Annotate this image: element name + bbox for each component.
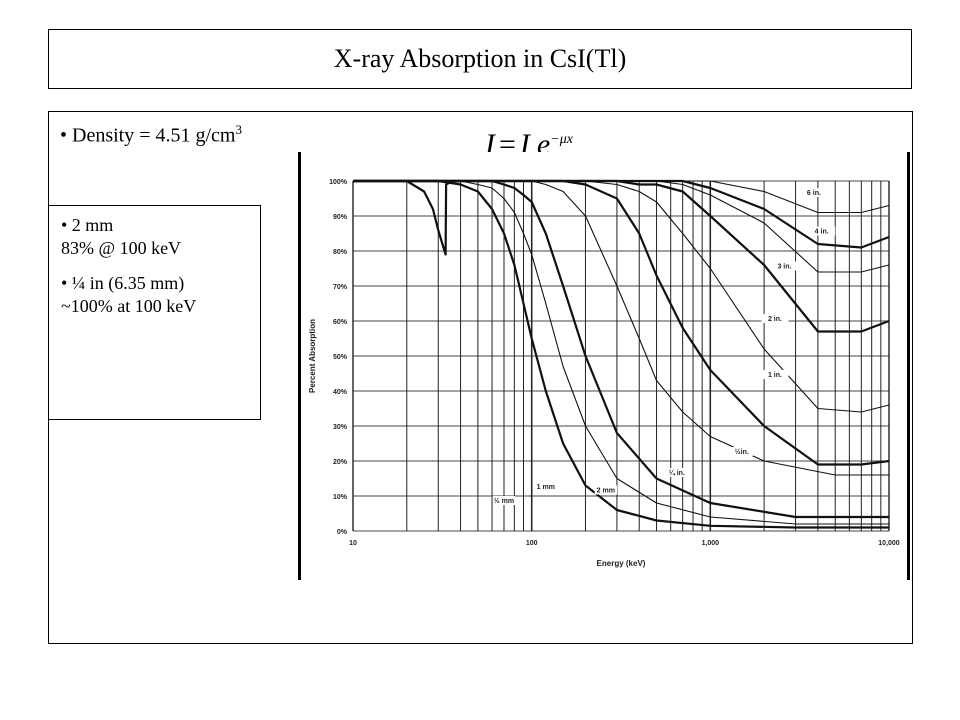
- series-label-bg: [761, 314, 789, 323]
- series-label-bg: [770, 261, 798, 271]
- series-label: 1 mm: [537, 484, 555, 491]
- series-curve: [353, 180, 889, 525]
- series-label: ¼ in.: [669, 469, 685, 477]
- note-item: • 2 mm 83% @ 100 keV: [61, 214, 260, 260]
- x-tick-label: 10,000: [878, 540, 900, 547]
- density-label: • Density = 4.51 g/cm: [60, 124, 236, 147]
- series-label-bg: [808, 226, 836, 236]
- chart-labels: 0% 10% 20% 30% 40% 50% 60% 70% 80% 90% 100% 10 100 1,…: [308, 179, 900, 568]
- note-quarter-in-value: ~100% at 100 keV: [61, 296, 197, 316]
- series-label: 4 in.: [815, 229, 829, 236]
- series-label-bg: [730, 447, 753, 456]
- notes-box: • 2 mm 83% @ 100 keV • ¼ in (6.35 mm) ~1…: [48, 205, 261, 420]
- note-item: • ¼ in (6.35 mm) ~100% at 100 keV: [61, 272, 260, 318]
- series-curve: [353, 179, 890, 333]
- series-curve: [353, 180, 889, 476]
- y-tick-label: 80%: [333, 249, 348, 256]
- y-tick-label: 10%: [333, 494, 348, 501]
- y-tick-label: 100%: [329, 179, 348, 186]
- note-2mm-value: 83% @ 100 keV: [61, 238, 182, 258]
- series-label: 2 mm: [597, 488, 615, 495]
- y-axis-label: Percent Absorption: [308, 319, 317, 393]
- formula-exponent: −μx: [550, 132, 573, 147]
- y-tick-label: 70%: [333, 284, 348, 291]
- series-label-bg: [492, 496, 516, 505]
- y-tick-label: 90%: [333, 214, 348, 221]
- absorption-chart: 0% 10% 20% 30% 40% 50% 60% 70% 80% 90% 100% 10 100 1,…: [298, 152, 910, 580]
- series-curve: [353, 179, 461, 256]
- x-tick-label: 1,000: [702, 540, 720, 547]
- series-curve: [353, 179, 889, 519]
- y-tick-label: 30%: [333, 424, 348, 431]
- formula-i0: I: [519, 128, 530, 161]
- x-axis-label: Energy (keV): [597, 559, 646, 568]
- x-tick-label: 100: [526, 540, 538, 547]
- series-label-bg: [761, 370, 789, 379]
- series-label: 6 in.: [807, 190, 821, 197]
- title-box: X-ray Absorption in CsI(Tl): [48, 29, 912, 89]
- x-tick-label: 10: [349, 540, 357, 547]
- density-text: • Density = 4.51 g/cm3: [60, 122, 242, 148]
- series-label: 2 in.: [768, 316, 782, 323]
- y-tick-label: 0%: [337, 529, 348, 536]
- formula-i: I: [485, 128, 495, 161]
- slide-title: X-ray Absorption in CsI(Tl): [333, 44, 627, 73]
- y-tick-label: 40%: [333, 389, 348, 396]
- series-label-bg: [534, 482, 558, 491]
- y-tick-label: 20%: [333, 459, 348, 466]
- y-tick-label: 50%: [333, 354, 348, 361]
- series-label: 1 in.: [768, 372, 782, 379]
- note-quarter-in-heading: • ¼ in (6.35 mm): [61, 273, 185, 293]
- chart-series: [353, 179, 890, 529]
- series-curve: [353, 180, 890, 214]
- series-label: ½ mm: [494, 497, 514, 505]
- series-curve: [353, 179, 890, 466]
- series-curve: [353, 180, 890, 413]
- series-label-bg: [800, 188, 828, 197]
- series-label-bg: [663, 468, 691, 477]
- chart-svg: 0% 10% 20% 30% 40% 50% 60% 70% 80% 90% 100% 10 100 1,…: [308, 179, 900, 568]
- series-label-bg: [594, 485, 618, 495]
- series-curve: [353, 179, 889, 529]
- note-2mm-heading: • 2 mm: [61, 215, 114, 235]
- series-label: ½in.: [735, 448, 749, 456]
- series-label: 3 in.: [777, 264, 791, 271]
- density-exponent: 3: [235, 122, 243, 137]
- y-tick-label: 60%: [333, 319, 348, 326]
